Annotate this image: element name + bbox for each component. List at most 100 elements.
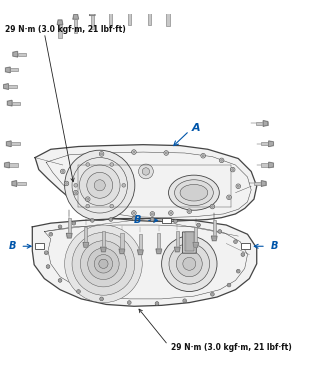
Circle shape: [237, 270, 239, 272]
Polygon shape: [119, 249, 125, 254]
Bar: [256, 122, 268, 125]
Circle shape: [183, 257, 196, 270]
Polygon shape: [138, 250, 143, 254]
Circle shape: [151, 213, 153, 215]
Circle shape: [174, 220, 177, 223]
Circle shape: [65, 225, 142, 302]
Circle shape: [87, 172, 113, 198]
Bar: [185, 232, 194, 251]
Circle shape: [49, 232, 53, 236]
Bar: [17, 182, 26, 185]
Bar: [162, 218, 171, 223]
Bar: [9, 163, 19, 167]
Bar: [10, 68, 19, 71]
Polygon shape: [35, 145, 257, 222]
Circle shape: [197, 223, 200, 227]
Circle shape: [99, 259, 108, 268]
Circle shape: [60, 169, 65, 174]
Circle shape: [86, 204, 90, 208]
Text: 29 N·m (3.0 kgf·m, 21 lbf·ft): 29 N·m (3.0 kgf·m, 21 lbf·ft): [171, 343, 292, 352]
Polygon shape: [211, 236, 217, 241]
Circle shape: [165, 152, 167, 154]
Circle shape: [183, 299, 187, 302]
Circle shape: [210, 293, 214, 296]
Circle shape: [72, 222, 76, 225]
Polygon shape: [83, 243, 89, 247]
Circle shape: [210, 204, 215, 209]
Circle shape: [236, 184, 241, 189]
Polygon shape: [6, 67, 10, 73]
Circle shape: [139, 164, 153, 179]
Ellipse shape: [169, 175, 219, 210]
Text: A: A: [192, 123, 201, 133]
Circle shape: [197, 224, 200, 226]
Circle shape: [228, 196, 230, 198]
Circle shape: [150, 212, 155, 216]
Polygon shape: [66, 233, 72, 238]
Circle shape: [202, 155, 204, 157]
Circle shape: [78, 290, 80, 293]
Bar: [74, 19, 77, 33]
Circle shape: [122, 183, 126, 187]
Circle shape: [227, 283, 231, 287]
Circle shape: [50, 233, 52, 235]
Circle shape: [230, 167, 235, 172]
Bar: [166, 12, 170, 26]
Circle shape: [59, 279, 61, 282]
Circle shape: [211, 205, 214, 208]
Polygon shape: [12, 181, 17, 186]
Circle shape: [91, 219, 93, 222]
Circle shape: [170, 212, 172, 214]
Text: B: B: [134, 215, 141, 225]
Polygon shape: [126, 6, 132, 11]
Circle shape: [100, 297, 104, 301]
Circle shape: [77, 290, 80, 293]
Circle shape: [47, 265, 49, 268]
Circle shape: [62, 170, 64, 173]
Circle shape: [151, 218, 154, 222]
Circle shape: [232, 169, 234, 171]
Polygon shape: [269, 141, 273, 147]
Circle shape: [131, 211, 136, 215]
Circle shape: [155, 302, 159, 305]
Bar: [12, 102, 20, 105]
Circle shape: [176, 251, 202, 277]
Bar: [213, 220, 216, 236]
Polygon shape: [269, 162, 273, 168]
Polygon shape: [263, 121, 268, 126]
Polygon shape: [108, 8, 113, 12]
Circle shape: [80, 241, 126, 287]
Polygon shape: [7, 100, 12, 106]
Circle shape: [219, 230, 221, 232]
Circle shape: [162, 236, 217, 291]
Circle shape: [94, 254, 113, 273]
Circle shape: [228, 284, 230, 286]
Circle shape: [110, 218, 112, 221]
Circle shape: [79, 165, 120, 206]
Circle shape: [109, 218, 113, 222]
Polygon shape: [90, 11, 95, 15]
Bar: [8, 85, 17, 88]
Circle shape: [65, 182, 68, 184]
Bar: [109, 12, 113, 26]
Circle shape: [242, 254, 244, 256]
Circle shape: [110, 204, 113, 208]
Circle shape: [73, 222, 75, 224]
Circle shape: [218, 229, 222, 233]
Polygon shape: [101, 247, 106, 252]
Circle shape: [45, 252, 47, 254]
Circle shape: [133, 212, 135, 214]
Circle shape: [86, 197, 90, 201]
Text: B: B: [8, 241, 16, 251]
FancyBboxPatch shape: [182, 232, 196, 253]
Circle shape: [220, 159, 223, 161]
Circle shape: [127, 301, 131, 304]
Polygon shape: [13, 51, 18, 57]
Circle shape: [110, 163, 113, 166]
Circle shape: [99, 152, 104, 156]
Bar: [254, 182, 266, 185]
Bar: [157, 233, 161, 249]
Circle shape: [100, 298, 103, 300]
Bar: [120, 233, 123, 249]
Ellipse shape: [175, 180, 213, 206]
